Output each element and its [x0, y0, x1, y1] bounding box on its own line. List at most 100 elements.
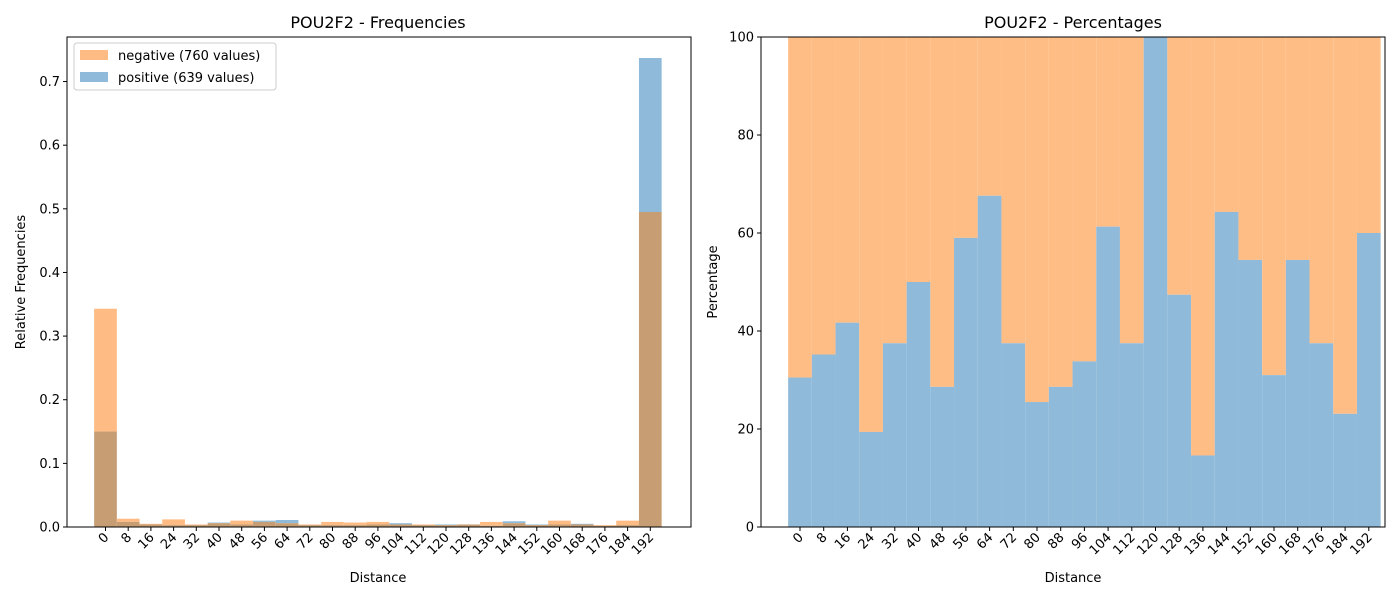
y-tick-label: 0: [746, 521, 754, 536]
bar-positive: [1191, 455, 1215, 527]
bar-positive: [1262, 375, 1286, 527]
bar-overlap: [139, 524, 163, 527]
x-tick-label: 24: [856, 530, 878, 552]
frequencies-title: POU2F2 - Frequencies: [290, 13, 465, 32]
x-tick-label: 88: [1045, 530, 1067, 552]
bar-negative: [1119, 37, 1144, 344]
bar-overlap: [162, 525, 185, 527]
bar-negative: [94, 308, 117, 432]
y-tick-label: 0.3: [39, 330, 60, 345]
bar-negative: [1333, 37, 1357, 414]
legend-label-positive: positive (639 values): [118, 71, 255, 86]
bar-positive: [788, 377, 812, 527]
bar-negative: [882, 37, 907, 344]
bar-positive: [1096, 226, 1120, 527]
legend-swatch-negative: [80, 50, 108, 60]
bar-positive: [1214, 211, 1239, 527]
bar-positive: [253, 520, 276, 522]
bar-overlap: [638, 212, 662, 527]
x-tick-label: 104: [1087, 530, 1115, 558]
bar-overlap: [184, 525, 208, 527]
percentages-axes-frame: [760, 36, 1386, 528]
bar-overlap: [548, 524, 571, 527]
bar-positive: [207, 522, 231, 524]
x-tick-label: 64: [272, 530, 294, 552]
bar-negative: [788, 37, 812, 378]
bar-negative: [1025, 37, 1049, 403]
x-tick-label: 40: [204, 530, 226, 552]
x-tick-label: 176: [584, 530, 612, 558]
x-tick-label: 32: [181, 530, 203, 552]
percentages-xlabel: Distance: [1045, 571, 1102, 586]
x-tick-label: 48: [226, 530, 248, 552]
x-tick-label: 16: [832, 530, 854, 552]
bar-positive: [525, 524, 549, 526]
x-tick-label: 0: [790, 530, 806, 546]
x-tick-label: 40: [903, 530, 925, 552]
bar-positive: [859, 431, 883, 527]
bar-negative: [343, 522, 367, 526]
bar-negative: [954, 37, 978, 238]
frequencies-legend: negative (760 values) positive (639 valu…: [73, 42, 277, 91]
bar-positive: [954, 237, 978, 527]
bar-overlap: [94, 431, 117, 527]
x-tick-label: 168: [1276, 530, 1304, 558]
x-tick-label: 112: [1110, 530, 1138, 558]
percentages-ylabel: Percentage: [706, 245, 721, 318]
x-tick-label: 176: [1300, 530, 1328, 558]
bar-positive: [835, 322, 860, 527]
frequencies-ylabel: Relative Frequencies: [14, 215, 29, 350]
bar-positive: [882, 343, 907, 527]
x-tick-label: 88: [340, 530, 362, 552]
bar-positive: [1167, 294, 1192, 527]
x-tick-label: 112: [402, 530, 430, 558]
bar-negative: [548, 520, 571, 525]
bar-negative: [1001, 37, 1026, 344]
x-tick-label: 144: [493, 530, 521, 558]
y-tick-label: 0.1: [39, 457, 60, 472]
bar-negative: [1238, 37, 1263, 260]
bar-negative: [593, 525, 617, 526]
frequencies-plot-area: 0.0 0.1 0.2 0.3 0.4 0.5 0.6 0.7 0 8 16 24 32 40 48 56 64…: [39, 58, 662, 558]
bar-negative: [1096, 37, 1120, 227]
x-tick-label: 152: [1229, 530, 1257, 558]
bar-overlap: [525, 525, 549, 527]
bar-negative: [298, 524, 322, 526]
x-tick-label: 72: [998, 530, 1020, 552]
y-tick-label: 0.6: [39, 139, 60, 154]
bar-negative: [1285, 37, 1310, 260]
x-tick-label: 160: [1253, 530, 1281, 558]
x-tick-label: 192: [1347, 530, 1375, 558]
bar-overlap: [480, 525, 503, 527]
x-tick-label: 136: [470, 530, 498, 558]
bar-negative: [616, 520, 639, 526]
x-tick-label: 120: [425, 530, 453, 558]
y-tick-label: 80: [737, 129, 754, 144]
bar-overlap: [207, 523, 231, 527]
bar-negative: [230, 520, 254, 525]
bar-overlap: [366, 524, 390, 527]
x-tick-label: 56: [249, 530, 271, 552]
bar-overlap: [593, 525, 617, 527]
bar-overlap: [502, 523, 526, 527]
legend-frame: [73, 42, 277, 91]
bar-negative: [321, 521, 344, 526]
y-tick-label: 0.5: [39, 202, 60, 217]
x-tick-label: 168: [561, 530, 589, 558]
bar-overlap: [298, 525, 322, 527]
bar-positive: [977, 195, 1002, 527]
x-tick-label: 128: [1158, 530, 1186, 558]
bar-negative: [977, 37, 1002, 196]
bar-negative: [1167, 37, 1192, 295]
x-tick-label: 80: [1022, 530, 1044, 552]
bar-negative: [1309, 37, 1334, 344]
x-tick-label: 64: [974, 530, 996, 552]
bar-overlap: [343, 525, 367, 527]
bar-overlap: [616, 525, 639, 527]
x-tick-label: 160: [538, 530, 566, 558]
x-tick-label: 16: [135, 530, 157, 552]
x-tick-label: 48: [927, 530, 949, 552]
bar-positive: [1048, 386, 1073, 527]
bar-positive: [502, 521, 526, 524]
